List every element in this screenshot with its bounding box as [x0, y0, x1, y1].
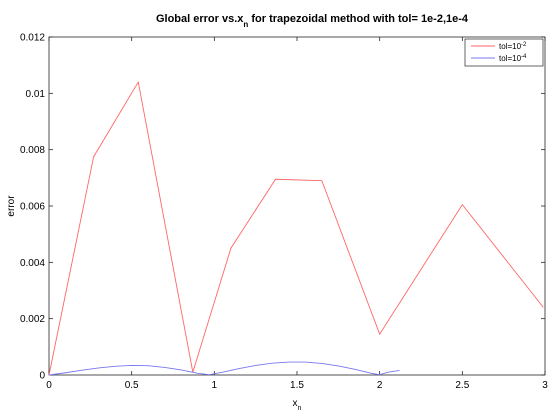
- y-tick-label: 0.006: [20, 202, 45, 213]
- y-tick-label: 0.002: [20, 314, 45, 325]
- chart-title-main: Global error vs.x: [156, 13, 244, 25]
- series-line-0: [48, 80, 544, 376]
- legend-entry-superscript: -4: [521, 54, 527, 60]
- legend-box: [464, 38, 544, 67]
- legend-entry-superscript: -2: [521, 42, 527, 48]
- x-tick-label: 1.5: [290, 380, 304, 391]
- x-tick-label: 0.5: [125, 380, 139, 391]
- chart-title: Global error vs.xn for trapezoidal metho…: [156, 13, 469, 29]
- series-line-1: [48, 361, 400, 376]
- legend-entry-label: tol=10: [499, 42, 522, 51]
- y-tick-label: 0: [39, 371, 45, 382]
- y-tick-label: 0.012: [20, 33, 45, 44]
- x-tick-label: 3: [542, 380, 548, 391]
- y-tick-label: 0.01: [26, 89, 46, 100]
- series-layer: [48, 80, 544, 376]
- legend-entry-tol-1e-4: tol=10-4: [499, 54, 527, 63]
- x-axis-label-main: x: [293, 398, 298, 409]
- x-tick-label: 2.5: [455, 380, 469, 391]
- y-tick-label: 0.004: [20, 258, 45, 269]
- x-axis-label: xn: [293, 398, 302, 412]
- chart-title-rest: for trapezoidal method with tol= 1e-2,1e…: [248, 13, 469, 25]
- chart-title-subscript: n: [243, 20, 248, 29]
- x-tick-label: 0: [46, 380, 52, 391]
- legend: tol=10-2 tol=10-4: [464, 38, 544, 67]
- legend-entry-label: tol=10: [499, 54, 522, 63]
- plot-area: [48, 36, 546, 376]
- x-tick-label: 2: [377, 380, 383, 391]
- x-axis-ticks: 0 0.5 1 1.5 2 2.5 3: [46, 37, 548, 391]
- y-axis-ticks: 0 0.002 0.004 0.006 0.008 0.01 0.012: [20, 33, 545, 382]
- x-tick-label: 1: [212, 380, 218, 391]
- y-axis-label: error: [6, 195, 17, 217]
- x-axis-label-subscript: n: [298, 405, 302, 412]
- legend-entry-tol-1e-2: tol=10-2: [499, 42, 527, 51]
- y-tick-label: 0.008: [20, 145, 45, 156]
